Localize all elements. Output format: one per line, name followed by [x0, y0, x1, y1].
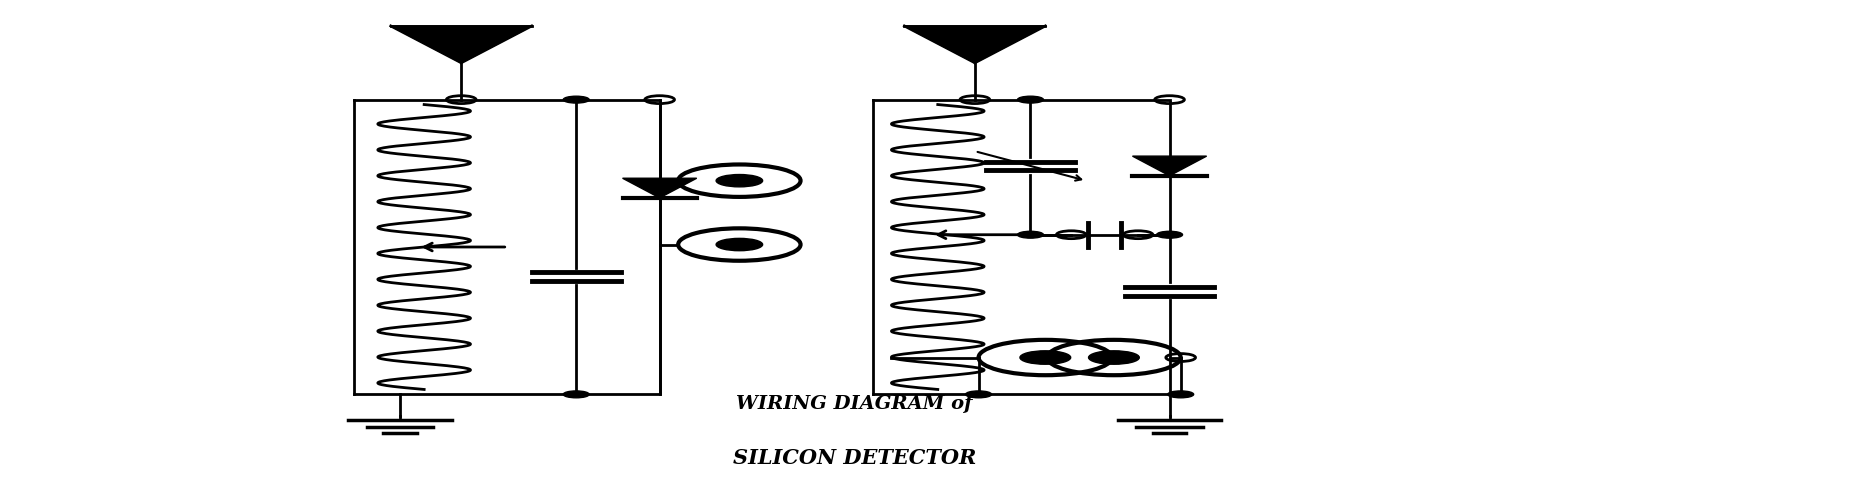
Polygon shape [904, 26, 1045, 63]
Circle shape [717, 174, 763, 187]
Polygon shape [622, 178, 696, 198]
Circle shape [563, 391, 589, 398]
Polygon shape [1133, 156, 1207, 176]
Circle shape [1018, 231, 1044, 238]
Circle shape [1088, 351, 1140, 364]
Circle shape [563, 96, 589, 103]
Circle shape [966, 391, 992, 398]
Circle shape [1019, 351, 1071, 364]
Text: WIRING DIAGRAM of: WIRING DIAGRAM of [735, 395, 973, 413]
Text: SILICON DETECTOR: SILICON DETECTOR [734, 448, 977, 468]
Circle shape [1018, 96, 1044, 103]
Circle shape [717, 239, 763, 250]
Circle shape [1157, 231, 1183, 238]
Polygon shape [390, 26, 531, 63]
Circle shape [1168, 391, 1194, 398]
